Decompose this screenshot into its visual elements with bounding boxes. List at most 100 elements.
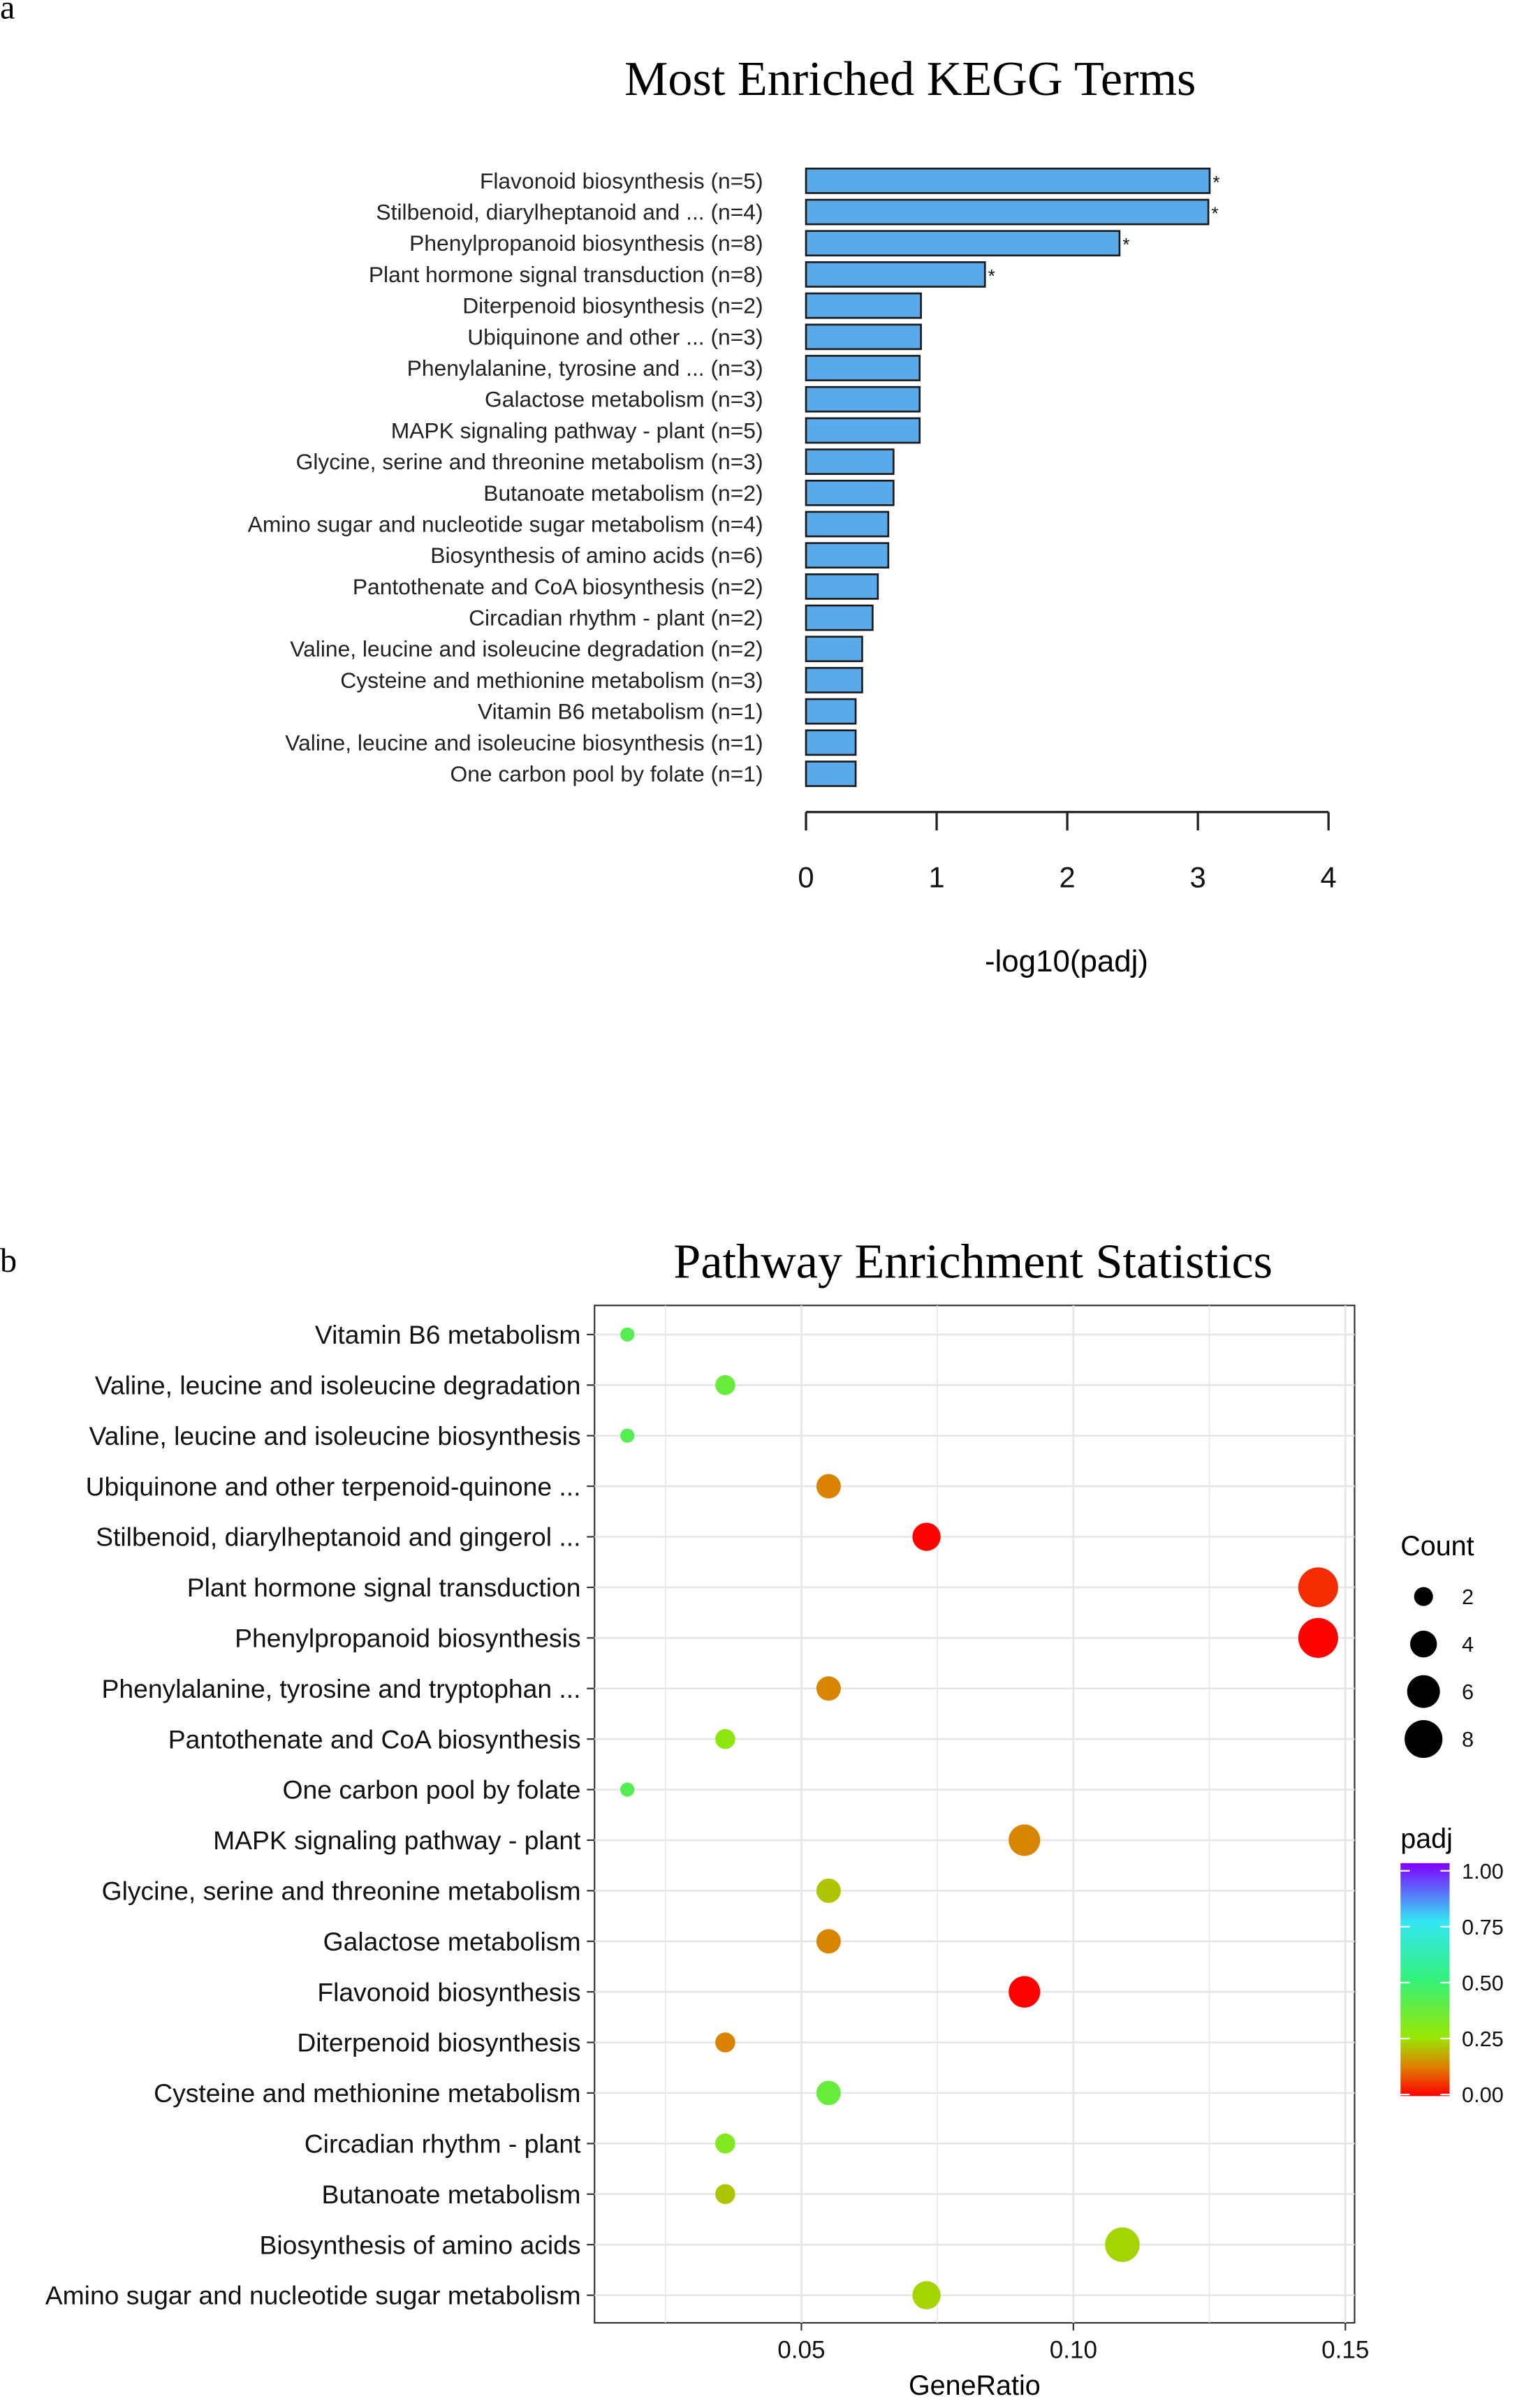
significance-mark: * — [1211, 203, 1218, 224]
bar-category-label: Circadian rhythm - plant (n=2) — [469, 605, 763, 631]
dot-plot-title: Pathway Enrichment Statistics — [673, 1235, 1273, 1289]
bar — [805, 198, 1210, 226]
bar — [805, 448, 895, 475]
bar-category-label: Ubiquinone and other ... (n=3) — [467, 324, 763, 349]
pathway-label: Diterpenoid biosynthesis — [297, 2028, 580, 2057]
x-tick-label: 0.15 — [1321, 2336, 1369, 2363]
pathway-label: One carbon pool by folate — [283, 1775, 581, 1805]
count-legend-dot — [1407, 1675, 1440, 1708]
x-tick-label: 2 — [1059, 860, 1075, 893]
pathway-label: Stilbenoid, diarylheptanoid and gingerol… — [96, 1522, 580, 1552]
plot-panel — [594, 1305, 1356, 2324]
data-point — [1009, 1824, 1041, 1856]
data-point — [816, 1676, 841, 1701]
bar-category-label: Diterpenoid biosynthesis (n=2) — [462, 293, 763, 318]
bar-category-label: Pantothenate and CoA biosynthesis (n=2) — [353, 574, 763, 599]
bar-category-label: Butanoate metabolism (n=2) — [483, 480, 763, 506]
count-legend-dot — [1414, 1587, 1433, 1606]
data-point — [620, 1428, 635, 1443]
dot-x-axis-label: GeneRatio — [909, 2370, 1041, 2401]
data-point — [715, 1375, 735, 1395]
pathway-label: Valine, leucine and isoleucine biosynthe… — [89, 1421, 581, 1451]
bar — [805, 168, 1211, 194]
data-point — [620, 1782, 635, 1797]
count-legend-label: 6 — [1462, 1680, 1474, 1704]
data-point — [715, 2184, 735, 2204]
bar — [805, 355, 921, 381]
bar-x-axis-label: -log10(padj) — [985, 944, 1148, 978]
padj-legend-label: 0.50 — [1462, 1971, 1504, 1995]
bar-category-label: Stilbenoid, diarylheptanoid and ... (n=4… — [376, 200, 763, 225]
padj-legend-label: 1.00 — [1462, 1859, 1504, 1884]
bar — [805, 261, 986, 288]
significance-mark: * — [988, 265, 995, 286]
bar-category-label: Phenylpropanoid biosynthesis (n=8) — [409, 230, 763, 256]
bar — [805, 667, 863, 693]
bar — [805, 761, 857, 787]
pathway-label: Cysteine and methionine metabolism — [154, 2078, 580, 2108]
bar — [805, 604, 874, 631]
pathway-label: Amino sugar and nucleotide sugar metabol… — [45, 2281, 581, 2310]
count-legend-dot — [1409, 1630, 1437, 1658]
pathway-label: Biosynthesis of amino acids — [259, 2230, 580, 2259]
pathway-label: MAPK signaling pathway - plant — [213, 1826, 581, 1855]
pathway-label: Pantothenate and CoA biosynthesis — [168, 1724, 581, 1754]
pathway-label: Circadian rhythm - plant — [305, 2129, 581, 2158]
significance-mark: * — [1122, 234, 1129, 255]
bar-chart-title: Most Enriched KEGG Terms — [624, 52, 1196, 106]
count-legend-dot — [1405, 1720, 1443, 1759]
bar-category-label: Biosynthesis of amino acids (n=6) — [430, 543, 763, 568]
bar-category-label: Galactose metabolism (n=3) — [485, 387, 763, 412]
pathway-label: Phenylpropanoid biosynthesis — [235, 1623, 580, 1652]
bar — [805, 230, 1121, 257]
count-legend-label: 4 — [1462, 1632, 1474, 1657]
pathway-label: Galactose metabolism — [323, 1927, 581, 1956]
data-point — [816, 1878, 841, 1903]
count-legend-title: Count — [1400, 1531, 1474, 1562]
padj-colorbar — [1400, 1863, 1450, 2097]
x-tick-label: 4 — [1321, 860, 1337, 893]
significance-mark: * — [1212, 172, 1219, 193]
count-legend-label: 8 — [1462, 1727, 1474, 1752]
bar-category-label: Glycine, serine and threonine metabolism… — [296, 449, 763, 474]
data-point — [1009, 1976, 1041, 2008]
bar-category-label: Amino sugar and nucleotide sugar metabol… — [248, 511, 763, 536]
x-tick-label: 1 — [928, 860, 944, 893]
data-point — [715, 2134, 735, 2154]
bar-category-label: Valine, leucine and isoleucine biosynthe… — [285, 730, 763, 755]
bar — [805, 292, 922, 319]
bar — [805, 698, 857, 725]
x-tick-label: 0.10 — [1050, 2336, 1097, 2363]
legend: Count 2 4 6 8 padj 1.00 0.75 0.50 0.25 0.00 — [1400, 1531, 1504, 2107]
panel-label-b: b — [0, 1242, 17, 1279]
pathway-label: Ubiquinone and other terpenoid-quinone .… — [86, 1471, 581, 1501]
data-point — [715, 2032, 735, 2053]
pathway-label: Valine, leucine and isoleucine degradati… — [95, 1370, 581, 1400]
bar — [805, 479, 895, 506]
bar-category-label: Plant hormone signal transduction (n=8) — [369, 262, 763, 287]
bar — [805, 729, 857, 756]
pathway-label: Flavonoid biosynthesis — [317, 1977, 580, 2006]
pathway-label: Vitamin B6 metabolism — [315, 1320, 581, 1349]
bar — [805, 542, 890, 569]
bar-category-label: Valine, leucine and isoleucine degradati… — [290, 636, 763, 661]
bar — [805, 511, 890, 538]
data-point — [816, 2080, 841, 2106]
padj-legend-label: 0.00 — [1462, 2083, 1504, 2107]
x-tick-label: 0 — [798, 860, 814, 893]
data-point — [816, 1474, 841, 1499]
x-tick-label: 3 — [1190, 860, 1206, 893]
pathway-label: Phenylalanine, tyrosine and tryptophan .… — [101, 1674, 580, 1703]
bar-category-label: Flavonoid biosynthesis (n=5) — [480, 168, 763, 193]
bar-category-label: One carbon pool by folate (n=1) — [450, 761, 763, 786]
data-point — [1105, 2227, 1140, 2262]
panel-label-a: a — [0, 0, 15, 26]
bar — [805, 417, 921, 444]
data-point — [1298, 1567, 1338, 1608]
data-point — [816, 1929, 841, 1954]
dot-plot-panel: b Pathway Enrichment Statistics Vitamin … — [0, 1235, 1504, 2401]
data-point — [912, 2281, 941, 2310]
pathway-label: Glycine, serine and threonine metabolism — [102, 1876, 581, 1905]
data-point — [1298, 1617, 1338, 1658]
